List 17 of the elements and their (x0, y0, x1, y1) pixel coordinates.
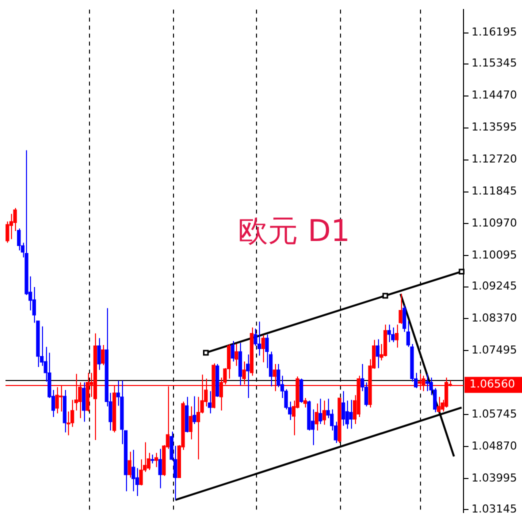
y-tick-label: 1.12720 (472, 152, 518, 166)
y-tick-label: 1.04870 (472, 439, 518, 452)
y-tick-label: 1.03145 (472, 502, 518, 516)
text: 欧元 D1 (238, 214, 350, 250)
y-tick-label: 1.08370 (472, 312, 518, 325)
y-tick-label: 1.14470 (472, 88, 518, 102)
y-tick-label: 1.07495 (472, 344, 518, 357)
y-tick-label: 1.16195 (472, 26, 518, 39)
y-tick-label: 1.09245 (472, 280, 518, 293)
y-tick-label: 1.10095 (472, 248, 518, 262)
y-tick-label: 1.03995 (472, 471, 518, 484)
y-tick-label: 1.10970 (472, 216, 518, 230)
y-tick-label: 1.11845 (472, 184, 518, 198)
y-tick-label: 1.15345 (472, 56, 518, 70)
y-tick-label: 1.13595 (472, 120, 518, 134)
y-tick-label: 1.05745 (472, 408, 518, 421)
ref-line-label: 1.06560 (470, 378, 516, 391)
